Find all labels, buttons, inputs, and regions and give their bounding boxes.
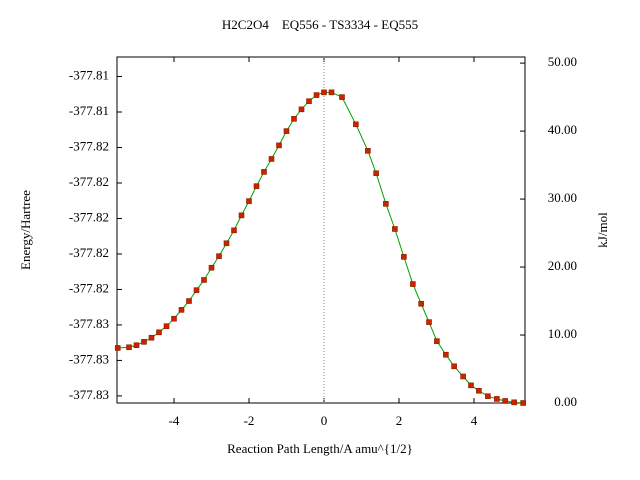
point-marker [365, 148, 371, 154]
point-marker [511, 399, 517, 406]
energy-curve [117, 91, 524, 404]
point-marker [223, 240, 230, 247]
x-tick-label: 4 [471, 413, 478, 428]
point-marker [141, 339, 147, 345]
point-marker [148, 334, 155, 341]
y2-axis-label: kJ/mol [595, 212, 610, 248]
point-marker [502, 398, 508, 404]
point-marker [163, 323, 170, 329]
y-tick-label: -377.82 [69, 209, 109, 224]
x-tick-label: 0 [321, 413, 328, 428]
y2-tick-label: 10.00 [548, 326, 577, 341]
point-marker [186, 298, 192, 304]
point-marker [443, 351, 449, 358]
y-tick-label: -377.81 [69, 103, 109, 118]
x-axis-label: Reaction Path Length/A amu^{1/2} [227, 441, 413, 456]
point-marker [494, 396, 500, 402]
point-marker [401, 254, 407, 260]
y2-tick-label: 30.00 [548, 190, 577, 205]
x-tick-label: 2 [396, 413, 403, 428]
point-marker [268, 156, 275, 162]
point-marker [373, 170, 379, 177]
y-axis-label: Energy/Hartree [18, 190, 33, 270]
plot-frame [116, 56, 526, 404]
point-marker [392, 226, 398, 232]
point-marker [114, 345, 121, 351]
y-tick-label: -377.82 [69, 280, 109, 295]
point-marker [276, 142, 282, 149]
point-marker [208, 264, 215, 271]
point-marker [246, 198, 252, 204]
point-marker [216, 253, 222, 259]
point-marker [460, 373, 466, 380]
point-marker [171, 315, 177, 322]
x-tick-label: -4 [169, 413, 180, 428]
point-marker [126, 344, 132, 351]
y2-tick-label: 20.00 [548, 258, 577, 273]
point-marker [321, 89, 327, 96]
y-tick-label: -377.82 [69, 174, 109, 189]
point-marker [339, 94, 345, 100]
point-marker [133, 342, 140, 349]
y2-tick-label: 0.00 [554, 394, 577, 409]
point-marker [476, 387, 482, 394]
point-marker [231, 227, 237, 234]
point-marker [410, 281, 416, 287]
point-marker [520, 400, 526, 406]
y-tick-label: -377.83 [69, 316, 109, 331]
point-marker [313, 92, 320, 98]
point-marker [353, 121, 359, 128]
chart-title: H2C2O4 EQ556 - TS3334 - EQ555 [222, 17, 418, 32]
point-marker [261, 169, 267, 175]
point-marker [328, 89, 335, 96]
point-marker [451, 363, 457, 370]
y-tick-label: -377.83 [69, 351, 109, 366]
x-tick-label: -2 [244, 413, 255, 428]
point-marker [418, 300, 424, 307]
point-marker [306, 98, 312, 104]
point-marker [291, 116, 297, 122]
y-tick-label: -377.83 [69, 387, 109, 402]
y-tick-label: -377.81 [69, 68, 109, 83]
y-tick-label: -377.82 [69, 245, 109, 260]
y-tick-label: -377.82 [69, 138, 109, 153]
point-marker [156, 329, 162, 336]
point-marker [434, 338, 440, 344]
point-marker [238, 212, 245, 219]
point-marker [383, 201, 389, 207]
point-marker [193, 287, 200, 293]
point-marker [178, 307, 185, 313]
point-marker [485, 393, 491, 400]
point-marker [298, 106, 305, 113]
point-marker [253, 183, 260, 189]
point-marker [283, 128, 290, 134]
point-marker [426, 319, 432, 325]
y2-tick-label: 40.00 [548, 122, 577, 137]
point-marker [468, 382, 474, 389]
point-marker [201, 277, 207, 283]
y2-tick-label: 50.00 [548, 54, 577, 69]
